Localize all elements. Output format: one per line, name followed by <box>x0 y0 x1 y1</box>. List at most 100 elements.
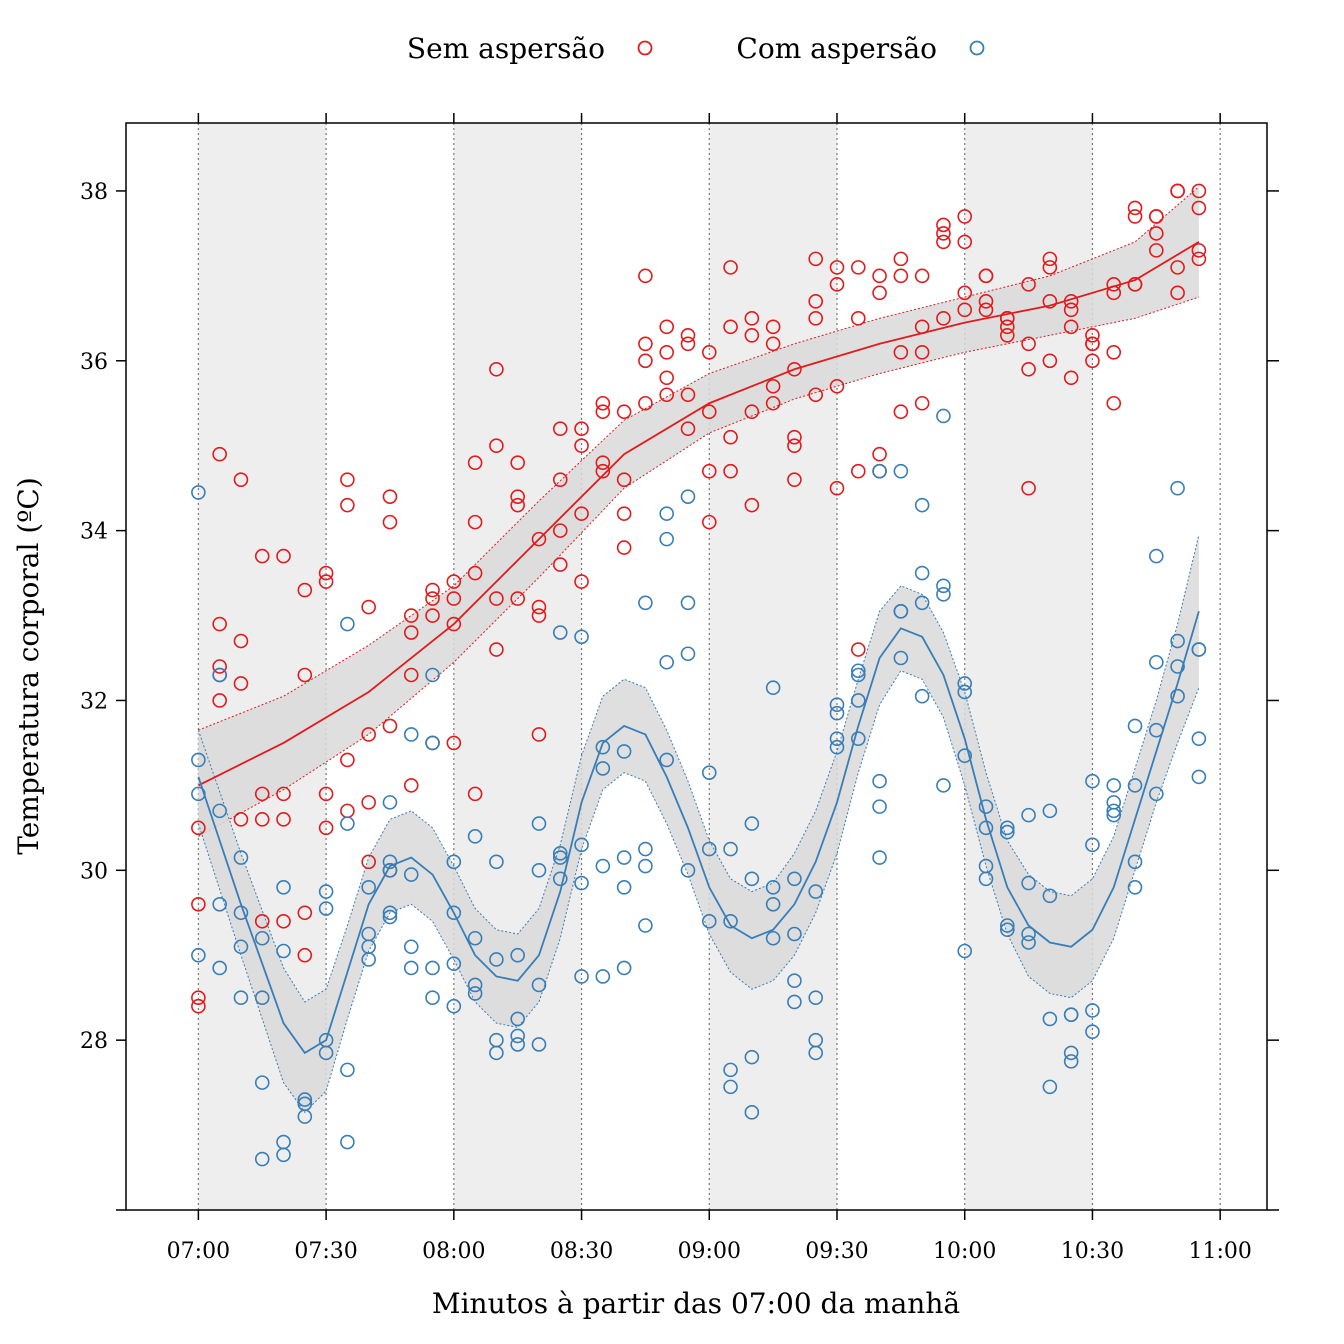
data-point-com-aspersao <box>531 977 547 993</box>
data-point-sem-aspersao <box>191 998 206 1014</box>
data-point-com-aspersao <box>382 854 398 870</box>
data-point-sem-aspersao <box>638 336 653 352</box>
data-point-sem-aspersao <box>936 234 951 250</box>
data-point-sem-aspersao <box>403 667 419 683</box>
data-point-com-aspersao <box>425 960 440 976</box>
data-point-sem-aspersao <box>446 591 462 606</box>
data-point-com-aspersao <box>467 986 483 1001</box>
data-point-com-aspersao <box>680 646 696 662</box>
data-point-sem-aspersao <box>765 378 781 394</box>
data-point-com-aspersao <box>701 841 717 857</box>
data-point-sem-aspersao <box>531 608 547 623</box>
data-point-com-aspersao <box>403 939 419 955</box>
data-point-com-aspersao <box>850 693 866 708</box>
data-point-sem-aspersao <box>276 913 291 929</box>
data-point-sem-aspersao <box>850 463 866 479</box>
data-point-com-aspersao <box>723 913 738 929</box>
data-point-sem-aspersao <box>850 642 866 657</box>
data-point-sem-aspersao <box>191 990 206 1005</box>
data-point-com-aspersao <box>1021 926 1036 942</box>
data-point-sem-aspersao <box>233 633 249 649</box>
data-point-sem-aspersao <box>659 387 674 403</box>
x-tick-label: 11:00 <box>1188 1239 1251 1264</box>
data-point-com-aspersao <box>978 799 994 814</box>
data-point-sem-aspersao <box>872 285 887 301</box>
data-point-sem-aspersao <box>872 446 887 462</box>
data-point-sem-aspersao <box>1127 209 1143 224</box>
data-point-sem-aspersao <box>1170 260 1185 275</box>
data-point-com-aspersao <box>1149 548 1164 564</box>
data-point-com-aspersao <box>191 485 206 500</box>
data-point-sem-aspersao <box>744 497 760 513</box>
data-point-sem-aspersao <box>595 455 611 470</box>
data-point-sem-aspersao <box>978 302 994 318</box>
data-point-com-aspersao <box>552 850 568 865</box>
data-point-sem-aspersao <box>510 591 525 606</box>
data-point-com-aspersao <box>425 667 440 683</box>
data-point-sem-aspersao <box>403 778 419 793</box>
data-point-com-aspersao <box>978 820 994 836</box>
data-point-com-aspersao <box>340 616 355 632</box>
data-point-sem-aspersao <box>680 336 696 352</box>
data-point-com-aspersao <box>531 863 547 878</box>
data-point-com-aspersao <box>1063 1045 1079 1061</box>
data-point-sem-aspersao <box>744 311 760 326</box>
data-point-com-aspersao <box>425 990 440 1005</box>
data-point-sem-aspersao <box>552 421 568 437</box>
data-point-sem-aspersao <box>276 812 291 827</box>
data-point-com-aspersao <box>1149 654 1164 670</box>
data-point-sem-aspersao <box>531 727 547 742</box>
data-point-com-aspersao <box>638 841 653 857</box>
data-point-sem-aspersao <box>361 727 376 742</box>
data-point-sem-aspersao <box>680 387 696 403</box>
data-point-sem-aspersao <box>552 523 568 538</box>
data-point-com-aspersao <box>510 1011 525 1027</box>
data-point-com-aspersao <box>446 905 462 921</box>
data-point-sem-aspersao <box>276 548 291 564</box>
data-point-com-aspersao <box>701 765 717 780</box>
data-point-com-aspersao <box>765 930 781 946</box>
data-point-com-aspersao <box>382 909 398 925</box>
data-point-com-aspersao <box>872 773 887 789</box>
data-point-sem-aspersao <box>1149 209 1164 224</box>
data-point-sem-aspersao <box>659 370 674 386</box>
data-point-com-aspersao <box>765 879 781 895</box>
data-point-com-aspersao <box>723 841 738 857</box>
data-point-com-aspersao <box>808 1045 824 1061</box>
data-point-sem-aspersao <box>1106 277 1122 292</box>
data-point-com-aspersao <box>680 489 696 504</box>
data-point-sem-aspersao <box>978 268 994 284</box>
data-point-sem-aspersao <box>765 395 781 411</box>
data-point-com-aspersao <box>276 879 291 895</box>
data-point-sem-aspersao <box>361 599 376 615</box>
data-point-sem-aspersao <box>574 574 589 589</box>
data-point-sem-aspersao <box>595 404 611 420</box>
data-point-sem-aspersao <box>510 489 525 504</box>
data-point-sem-aspersao <box>531 599 547 615</box>
data-point-sem-aspersao <box>1170 285 1185 301</box>
data-point-com-aspersao <box>659 654 674 670</box>
data-point-com-aspersao <box>723 1079 738 1095</box>
x-tick-label: 09:00 <box>678 1239 741 1264</box>
ci-band-sem-aspersao <box>198 186 1199 837</box>
x-tick-label: 07:30 <box>294 1239 357 1264</box>
data-point-sem-aspersao <box>787 438 802 454</box>
data-point-com-aspersao <box>1127 879 1143 895</box>
data-point-com-aspersao <box>914 688 930 704</box>
data-point-sem-aspersao <box>638 395 653 411</box>
data-point-sem-aspersao <box>680 328 696 343</box>
data-point-com-aspersao <box>233 905 249 921</box>
data-point-sem-aspersao <box>1021 361 1036 377</box>
data-point-com-aspersao <box>1021 807 1036 823</box>
data-point-sem-aspersao <box>446 735 462 751</box>
data-point-sem-aspersao <box>1063 370 1079 386</box>
x-axis-title: Minutos à partir das 07:00 da manhã <box>432 1287 960 1320</box>
data-point-com-aspersao <box>233 990 249 1005</box>
ci-lower-com-aspersao <box>197 670 1200 1114</box>
data-point-com-aspersao <box>680 595 696 611</box>
ci-upper-sem-aspersao <box>198 186 1200 731</box>
data-point-com-aspersao <box>850 731 866 746</box>
data-point-com-aspersao <box>403 960 419 976</box>
data-point-sem-aspersao <box>701 514 717 530</box>
y-tick-label: 30 <box>80 859 108 884</box>
